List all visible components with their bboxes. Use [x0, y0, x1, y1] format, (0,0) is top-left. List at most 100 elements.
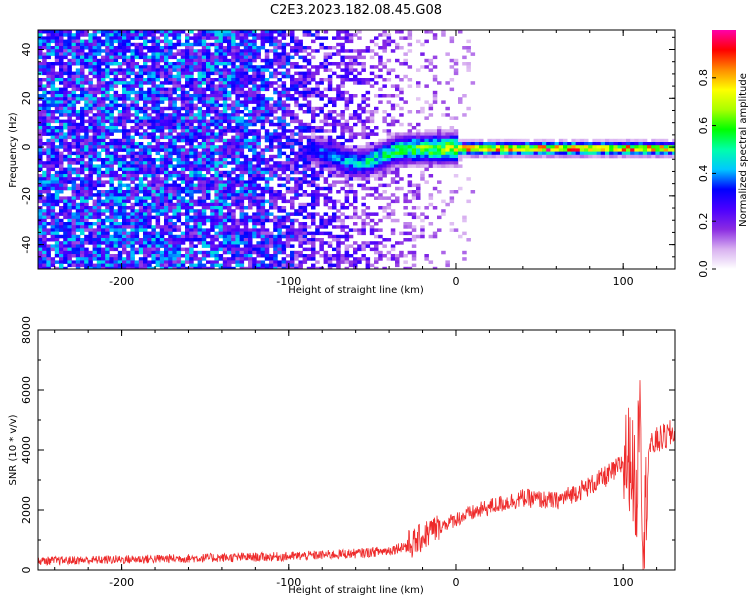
- spectrogram-cell: [92, 212, 98, 216]
- spectrogram-cell: [101, 110, 106, 114]
- spectrogram-cell: [365, 212, 371, 216]
- spectrogram-cell: [273, 164, 278, 168]
- spectrogram-cell: [231, 46, 236, 50]
- spectrogram-cell: [54, 266, 60, 269]
- spectrogram-cell: [319, 266, 324, 269]
- spectrogram-cell: [315, 106, 320, 111]
- spectrogram-cell: [159, 49, 165, 53]
- spectrogram-cell: [353, 94, 358, 98]
- spectrogram-cell: [222, 46, 228, 50]
- spectrogram-cell: [126, 151, 131, 156]
- spectrogram-cell: [239, 161, 245, 165]
- spectrogram-cell: [126, 71, 131, 76]
- spectrogram-cell: [96, 30, 102, 34]
- spectrogram-cell: [214, 158, 219, 162]
- spectrogram-cell: [113, 116, 119, 120]
- spectrogram-cell: [138, 202, 144, 207]
- spectrogram-cell: [151, 254, 156, 258]
- spectrogram-cell: [201, 52, 207, 56]
- spectrogram-cell: [248, 55, 253, 60]
- spectrogram-cell: [164, 46, 169, 50]
- spectrogram-cell: [197, 231, 203, 236]
- spectrogram-cell: [126, 74, 131, 79]
- spectrogram-cell: [239, 238, 245, 242]
- spectrogram-cell: [222, 263, 228, 268]
- spectrogram-cell: [105, 151, 110, 156]
- spectrogram-cell: [218, 116, 224, 120]
- spectrogram-cell: [176, 257, 182, 261]
- spectrogram-cell: [214, 196, 219, 200]
- spectrogram-cell: [390, 119, 396, 124]
- spectrogram-cell: [390, 103, 396, 108]
- spectrogram-cell: [332, 257, 337, 261]
- spectrogram-cell: [281, 55, 287, 60]
- spectrogram-cell: [138, 87, 144, 92]
- spectrogram-cell: [109, 244, 114, 248]
- spectrogram-cell: [260, 241, 266, 245]
- spectrogram-cell: [256, 46, 261, 50]
- spectrogram-cell: [117, 94, 123, 98]
- spectrogram-cell: [67, 225, 72, 229]
- spectrogram-cell: [113, 218, 119, 223]
- spectrogram-cell: [101, 68, 106, 72]
- spectrogram-cell: [281, 135, 287, 140]
- spectrogram-cell: [260, 39, 266, 44]
- spectrogram-cell: [374, 145, 379, 149]
- spectrogram-cell: [302, 202, 308, 207]
- spectrogram-cell: [214, 39, 219, 44]
- spectrogram-cell: [214, 33, 219, 37]
- spectrogram-cell: [180, 190, 186, 194]
- spectrogram-cell: [185, 193, 190, 197]
- spectrogram-cell: [122, 202, 127, 207]
- spectrogram-cell: [365, 177, 371, 181]
- spectrogram-cell: [327, 135, 333, 140]
- spectrogram-cell: [256, 241, 261, 245]
- spectrogram-cell: [46, 209, 51, 213]
- spectrogram-cell: [227, 71, 232, 76]
- spectrogram-cell: [231, 74, 236, 79]
- spectrogram-cell: [193, 215, 198, 220]
- spectrogram-cell: [50, 103, 56, 108]
- spectrogram-cell: [88, 222, 93, 226]
- spectrogram-cell: [130, 42, 135, 47]
- spectrogram-cell: [210, 116, 215, 120]
- spectrogram-cell: [122, 135, 127, 140]
- spectrogram-cell: [327, 244, 333, 248]
- spectrogram-cell: [260, 228, 266, 232]
- spectrogram-cell: [206, 46, 211, 50]
- spectrogram-cell: [302, 71, 308, 76]
- spectrogram-cell: [214, 126, 219, 130]
- spectrogram-cell: [113, 231, 119, 236]
- spectrogram-cell: [168, 100, 173, 104]
- spectrogram-cell: [159, 164, 165, 168]
- spectrogram-cell: [218, 33, 224, 37]
- spectrogram-cell: [357, 145, 362, 149]
- spectrogram-cell: [323, 36, 329, 40]
- spectrogram-cell: [222, 151, 228, 156]
- spectrogram-cell: [269, 167, 274, 172]
- spectrogram-cell: [323, 218, 329, 223]
- spectrogram-cell: [231, 142, 236, 146]
- spectrogram-cell: [168, 263, 173, 268]
- spectrogram-cell: [306, 58, 312, 63]
- spectrogram-cell: [285, 167, 291, 172]
- spectrogram-cell: [71, 250, 77, 255]
- spectrogram-cell: [227, 103, 232, 108]
- spectrogram-cell: [243, 164, 249, 168]
- spectrogram-cell: [143, 238, 148, 242]
- spectrogram-cell: [117, 62, 123, 66]
- spectrogram-cell: [399, 177, 404, 181]
- spectrogram-cell: [222, 218, 228, 223]
- spectrogram-cell: [63, 202, 68, 207]
- spectrogram-cell: [336, 52, 341, 56]
- spectrogram-cell: [285, 103, 291, 108]
- spectrogram-cell: [80, 142, 85, 146]
- spectrogram-cell: [96, 241, 102, 245]
- spectrogram-cell: [332, 36, 337, 40]
- spectrogram-cell: [311, 135, 316, 140]
- spectrogram-cell: [239, 39, 245, 44]
- spectrogram-cell: [138, 186, 144, 191]
- spectrogram-cell: [80, 126, 85, 130]
- spectrogram-cell: [344, 234, 350, 239]
- spectrogram-cell: [386, 36, 392, 40]
